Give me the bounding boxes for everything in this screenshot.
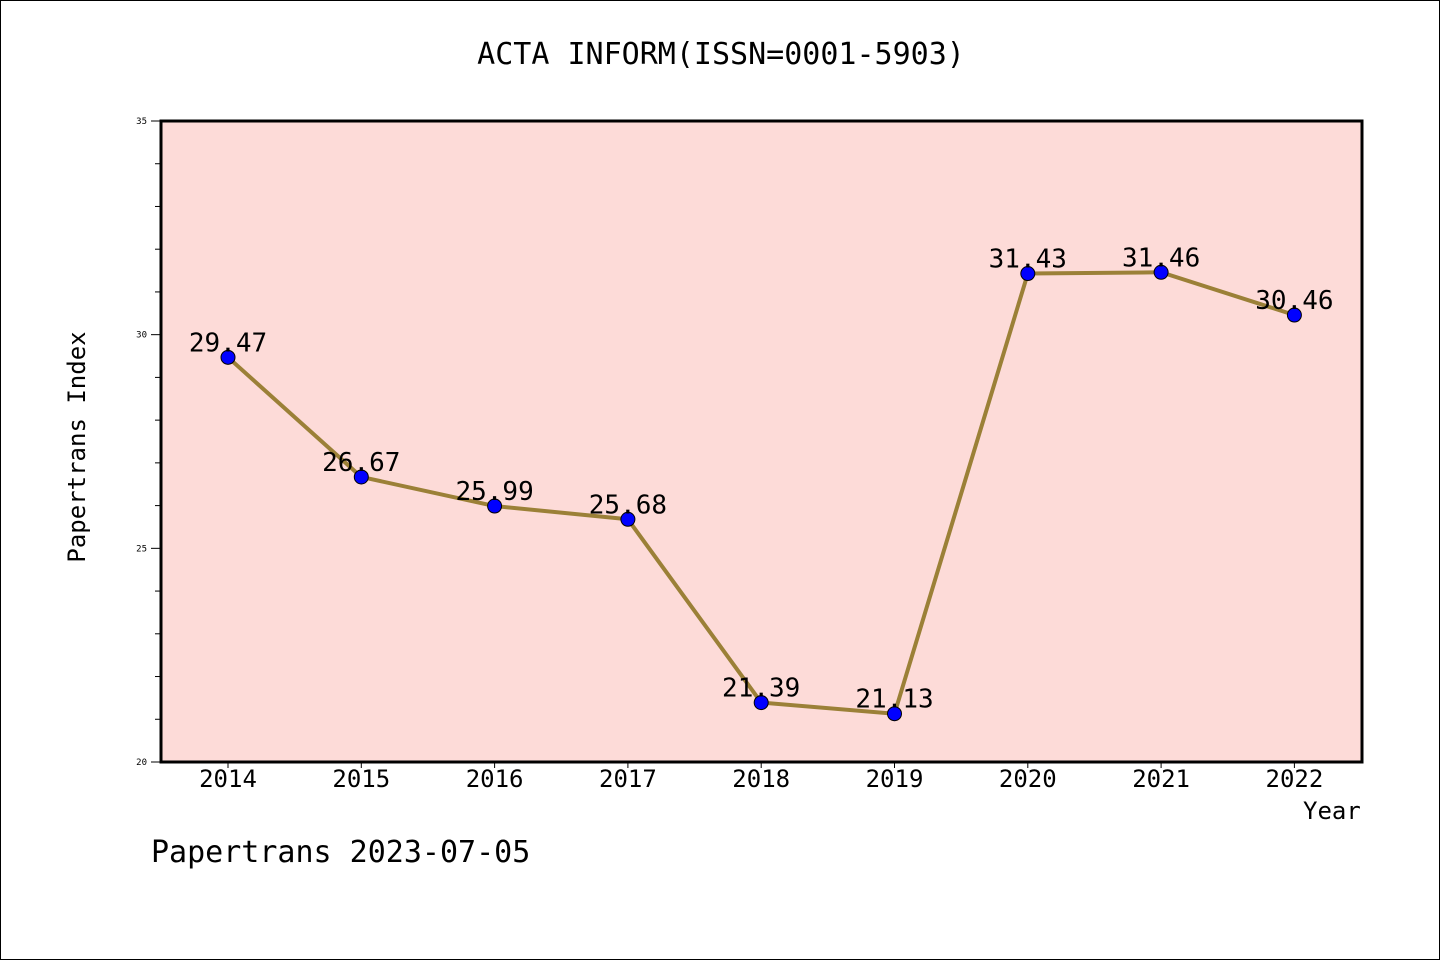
data-label: 21.13 bbox=[855, 685, 933, 715]
data-label: 31.46 bbox=[1122, 243, 1200, 273]
x-tick-label: 2015 bbox=[332, 765, 390, 793]
plot-area bbox=[161, 121, 1362, 762]
data-label: 25.68 bbox=[589, 490, 667, 520]
data-point bbox=[620, 511, 636, 527]
chart-title: ACTA INFORM(ISSN=0001-5903) bbox=[477, 37, 965, 72]
x-tick-label: 2021 bbox=[1132, 765, 1190, 793]
data-point bbox=[1020, 266, 1036, 282]
y-tick-label: 20 bbox=[136, 758, 147, 768]
data-label: 30.46 bbox=[1255, 286, 1333, 316]
data-point bbox=[353, 469, 369, 485]
x-tick-label: 2019 bbox=[866, 765, 924, 793]
data-point bbox=[220, 349, 236, 365]
y-tick-label: 35 bbox=[136, 117, 147, 127]
data-point bbox=[1286, 307, 1302, 323]
data-label: 26.67 bbox=[322, 448, 400, 478]
data-point bbox=[753, 695, 769, 711]
y-axis-label: Papertrans Index bbox=[63, 331, 91, 563]
x-tick-label: 2017 bbox=[599, 765, 657, 793]
x-tick-label: 2022 bbox=[1266, 765, 1324, 793]
y-tick-label: 30 bbox=[136, 331, 147, 341]
data-label: 21.39 bbox=[722, 674, 800, 704]
x-axis-label: Year bbox=[1303, 797, 1361, 825]
data-label: 29.47 bbox=[189, 328, 267, 358]
data-label: 31.43 bbox=[989, 245, 1067, 275]
y-tick-label: 25 bbox=[136, 544, 147, 554]
x-tick-label: 2020 bbox=[999, 765, 1057, 793]
x-tick-label: 2014 bbox=[199, 765, 257, 793]
x-tick-label: 2018 bbox=[732, 765, 790, 793]
data-point bbox=[1153, 264, 1169, 280]
x-tick-label: 2016 bbox=[466, 765, 524, 793]
plot-frame bbox=[159, 119, 1364, 764]
data-point bbox=[887, 706, 902, 722]
data-label: 25.99 bbox=[455, 477, 533, 507]
footer-credit: Papertrans 2023-07-05 bbox=[151, 835, 531, 870]
data-point bbox=[487, 498, 503, 514]
